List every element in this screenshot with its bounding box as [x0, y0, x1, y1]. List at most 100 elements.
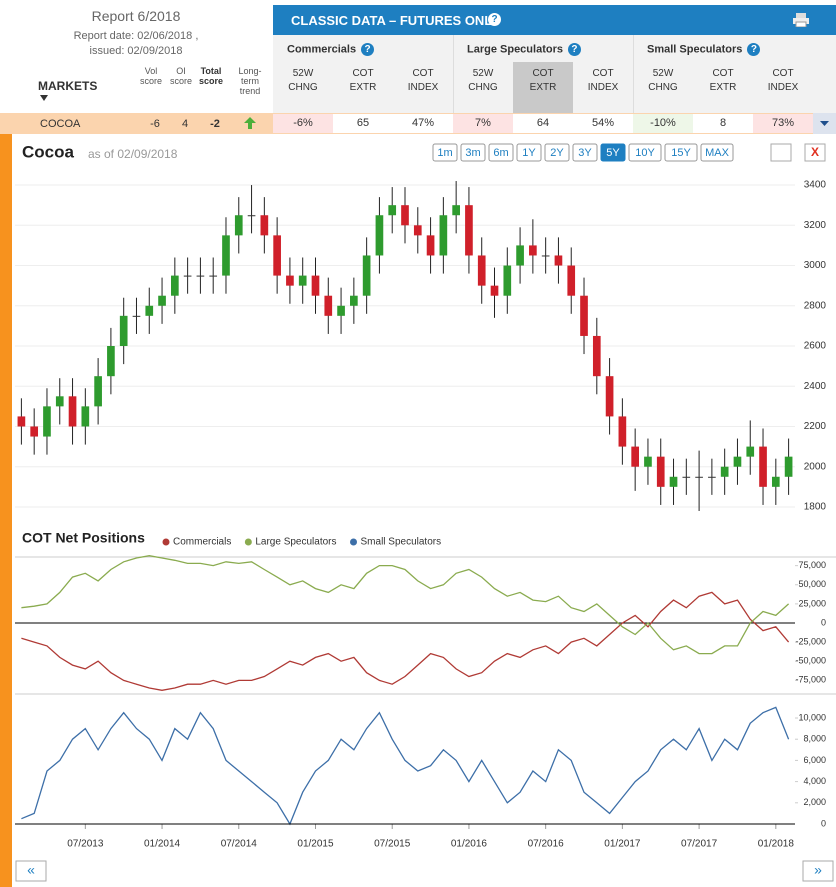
x-tick-label: 07/2013: [67, 839, 104, 850]
column-header[interactable]: 52W CHNG: [468, 68, 498, 93]
report-date: Report date: 02/06/2018 ,: [73, 30, 199, 42]
range-button[interactable]: [432, 143, 458, 162]
range-button[interactable]: [544, 143, 570, 162]
y-tick-label: 25,000: [798, 598, 826, 608]
value-cell: 7%: [453, 114, 513, 133]
legend-marker: [350, 538, 358, 546]
side-bar: [0, 134, 12, 887]
range-button[interactable]: [488, 143, 514, 162]
range-button[interactable]: [460, 143, 486, 162]
candle-body: [234, 215, 243, 236]
market-name[interactable]: COCOA: [40, 118, 81, 130]
sort-arrow: [40, 95, 48, 101]
candle-body: [30, 426, 39, 437]
help-icon[interactable]: ?: [361, 43, 375, 56]
candle-body: [490, 285, 499, 296]
legend-label: Commercials: [173, 537, 231, 548]
candle-body: [273, 235, 281, 276]
column-highlight: [513, 62, 573, 113]
group-header: Small Speculators?: [647, 43, 761, 56]
close-button[interactable]: [804, 143, 826, 162]
y-tick-label: -25,000: [795, 636, 826, 646]
candle-body: [784, 456, 793, 477]
candle-body: [771, 476, 780, 487]
x-tick-label: 01/2014: [144, 839, 181, 850]
value-cell: 47%: [393, 114, 453, 133]
candle-body: [222, 235, 230, 276]
column-header[interactable]: 52W CHNG: [648, 68, 678, 93]
print-button[interactable]: [770, 143, 792, 162]
close-icon: X: [811, 145, 819, 159]
column-header[interactable]: COT INDEX: [767, 68, 799, 93]
candle-body: [759, 446, 767, 487]
candle-body: [541, 255, 550, 257]
range-label: 1m: [437, 147, 452, 159]
column-header[interactable]: COT INDEX: [587, 68, 619, 93]
range-button[interactable]: [628, 143, 662, 162]
range-button[interactable]: [664, 143, 698, 162]
range-button[interactable]: [572, 143, 598, 162]
y-tick-label: 2200: [804, 421, 827, 432]
help-icon[interactable]: ?: [567, 43, 581, 56]
prev-label[interactable]: «: [27, 862, 35, 878]
candle-body: [733, 456, 742, 467]
print-icon[interactable]: [793, 13, 809, 27]
y-tick-label: 2600: [804, 341, 827, 352]
range-label: 3Y: [578, 147, 592, 159]
column-header[interactable]: COT INDEX: [407, 68, 439, 93]
y-tick-label: 0: [821, 617, 826, 627]
legend-marker: [162, 538, 170, 546]
candle-body: [452, 205, 460, 216]
series-line: [21, 591, 790, 691]
score-header[interactable]: Vol score: [139, 66, 162, 86]
candle-body: [171, 275, 179, 296]
x-tick-label: 07/2014: [221, 839, 258, 850]
candle-body: [388, 205, 397, 216]
x-tick-label: 01/2015: [297, 839, 334, 850]
row-expand[interactable]: [813, 113, 836, 134]
candle-body: [503, 265, 512, 296]
group-divider: [633, 35, 634, 113]
candle-body: [311, 275, 320, 296]
help-icon[interactable]: ?: [488, 13, 501, 26]
candle-body: [298, 275, 307, 286]
score-header[interactable]: Total score: [198, 66, 224, 86]
y-tick-label: 0: [821, 818, 826, 828]
column-header[interactable]: 52W CHNG: [288, 68, 318, 93]
x-tick-label: 07/2016: [528, 839, 565, 850]
range-button[interactable]: [700, 143, 734, 162]
help-icon[interactable]: ?: [747, 43, 761, 56]
candle-body: [43, 406, 51, 437]
score-cell: -2: [210, 118, 220, 130]
issued-date: issued: 02/09/2018: [89, 45, 183, 57]
candle-body: [618, 416, 627, 447]
score-header[interactable]: OI score: [169, 66, 192, 86]
next-button[interactable]: [802, 860, 834, 882]
y-tick-label: 2800: [804, 300, 827, 311]
y-tick-label: 50,000: [798, 579, 826, 589]
candle-body: [145, 305, 154, 316]
candle-body: [567, 265, 576, 296]
next-label[interactable]: »: [814, 862, 822, 878]
score-cell: -6: [150, 118, 160, 130]
range-label: 1Y: [522, 147, 536, 159]
range-button[interactable]: [600, 143, 626, 162]
series-line: [21, 706, 790, 826]
candle-body: [94, 376, 102, 407]
range-label: 15Y: [671, 147, 691, 159]
score-header[interactable]: Long-term trend: [238, 66, 262, 96]
column-header[interactable]: COT EXTR: [529, 68, 557, 93]
markets-header[interactable]: MARKETS: [38, 79, 98, 93]
y-tick-label: 3200: [804, 220, 827, 231]
score-cell: 4: [181, 118, 189, 130]
column-header[interactable]: COT EXTR: [349, 68, 377, 93]
value-cell: 73%: [753, 114, 813, 133]
candle-body: [132, 315, 141, 317]
candle-body: [682, 476, 691, 478]
candle-body: [183, 275, 192, 277]
range-button[interactable]: [516, 143, 542, 162]
prev-button[interactable]: [15, 860, 47, 882]
column-header[interactable]: COT EXTR: [709, 68, 737, 93]
